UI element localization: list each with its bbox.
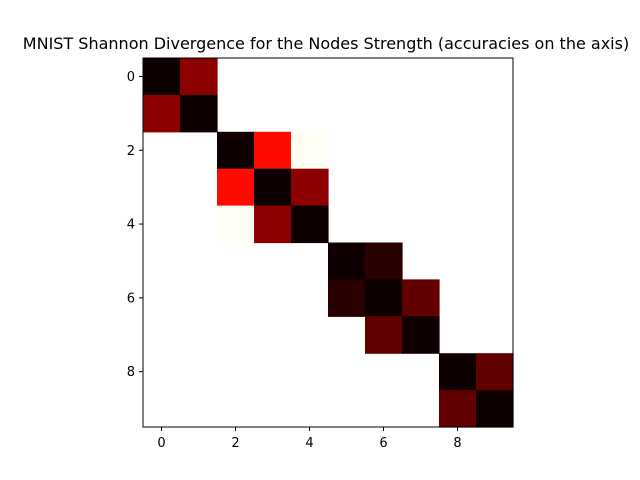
heatmap-cell (143, 94, 181, 133)
heatmap-cell (217, 168, 255, 207)
y-axis: 0 2 4 6 8 (127, 70, 143, 380)
heatmap-cell (254, 205, 292, 244)
heatmap-cell (476, 390, 514, 428)
heatmap-cell (291, 205, 329, 244)
heatmap-cell (328, 242, 366, 280)
heatmap-cell (291, 168, 329, 207)
y-tick-label: 6 (127, 291, 135, 306)
heatmap-cell (439, 353, 477, 391)
heatmap-cell (402, 279, 440, 317)
chart-title: MNIST Shannon Divergence for the Nodes S… (23, 34, 629, 53)
heatmap-cell (328, 279, 366, 317)
heatmap-cell (180, 94, 218, 133)
heatmap-cells (143, 58, 514, 428)
heatmap-cell (439, 390, 477, 428)
x-tick-label: 0 (157, 436, 165, 451)
y-tick-label: 4 (127, 218, 135, 233)
heatmap-cell (402, 316, 440, 354)
heatmap-cell (291, 131, 329, 170)
heatmap-cell (180, 58, 218, 96)
x-tick-label: 4 (305, 436, 313, 451)
y-tick-label: 2 (127, 144, 135, 159)
plot-frame (142, 57, 514, 428)
heatmap-cell (365, 316, 403, 354)
heatmap-cell (217, 205, 255, 244)
y-tick-label: 8 (127, 365, 135, 380)
heatmap-cell (365, 242, 403, 280)
heatmap-cell (476, 353, 514, 391)
x-tick-label: 6 (379, 436, 387, 451)
x-tick-label: 2 (231, 436, 239, 451)
heatmap-cell (254, 168, 292, 207)
heatmap-cell (365, 279, 403, 317)
heatmap-cell (254, 131, 292, 170)
heatmap-cell (143, 58, 181, 96)
heatmap-cell (217, 131, 255, 170)
x-axis: 0 2 4 6 8 (157, 427, 462, 451)
y-tick-label: 0 (127, 70, 135, 85)
x-tick-label: 8 (453, 436, 461, 451)
